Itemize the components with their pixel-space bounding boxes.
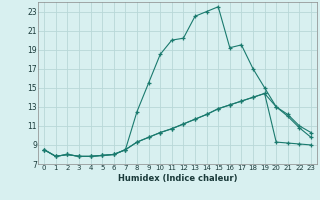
- X-axis label: Humidex (Indice chaleur): Humidex (Indice chaleur): [118, 174, 237, 183]
